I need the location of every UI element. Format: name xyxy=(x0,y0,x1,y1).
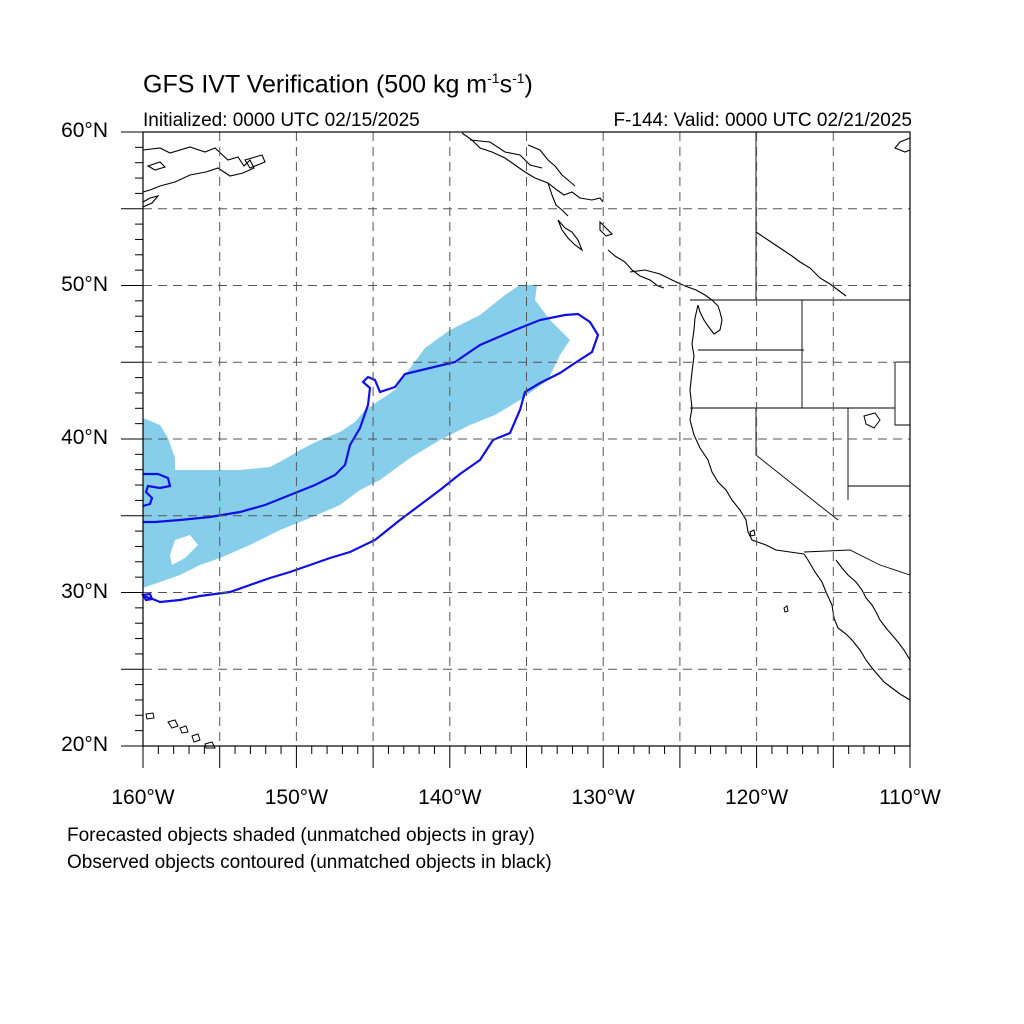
initialized-time: Initialized: 0000 UTC 02/15/2025 xyxy=(143,110,420,131)
lon-label: 110°W xyxy=(879,786,941,809)
lon-label: 160°W xyxy=(111,786,175,809)
map-frame xyxy=(142,131,911,747)
observed-object-outer xyxy=(142,312,600,604)
lat-label: 20°N xyxy=(61,733,108,756)
plot-title: GFS IVT Verification (500 kg m-1s-1) xyxy=(143,70,533,99)
lon-label: 130°W xyxy=(571,786,635,809)
lat-label: 40°N xyxy=(61,426,108,449)
lat-lon-grid xyxy=(143,132,910,746)
observed-object-left xyxy=(142,472,172,508)
lat-label: 30°N xyxy=(61,579,108,603)
lon-label: 120°W xyxy=(724,786,789,809)
valid-time: F-144: Valid: 0000 UTC 02/21/2025 xyxy=(613,110,912,131)
lon-label: 150°W xyxy=(264,786,329,809)
lat-label: 60°N xyxy=(61,119,108,142)
coastlines xyxy=(142,132,911,701)
forecast-object xyxy=(143,285,570,588)
legend-note-forecast: Forecasted objects shaded (unmatched obj… xyxy=(67,825,535,846)
islands xyxy=(145,412,881,749)
lon-label: 140°W xyxy=(418,786,482,809)
axis-ticks xyxy=(121,131,911,768)
borders xyxy=(690,132,911,576)
observed-object-small xyxy=(141,592,154,602)
legend-note-observed: Observed objects contoured (unmatched ob… xyxy=(67,852,552,873)
lat-label: 50°N xyxy=(61,272,108,296)
